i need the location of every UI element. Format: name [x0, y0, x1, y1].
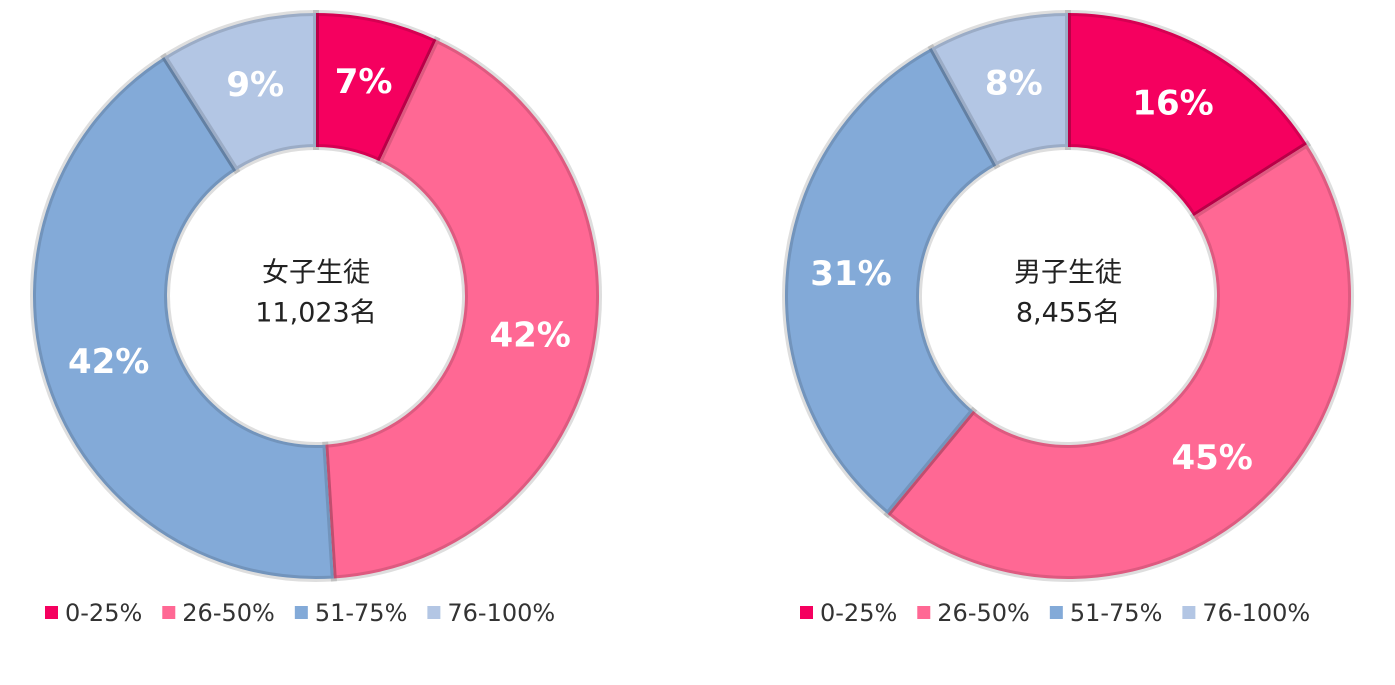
- value-label: 45%: [1171, 438, 1252, 478]
- slice: [313, 9, 441, 166]
- legend-swatch: [427, 606, 441, 619]
- slice: [1065, 9, 1312, 221]
- legend-swatch: [294, 606, 308, 619]
- legend-label: 51-75%: [1070, 599, 1163, 627]
- slice: [883, 140, 1354, 582]
- center-subtitle: 8,455名: [1016, 298, 1120, 329]
- value-label: 9%: [226, 65, 284, 105]
- legend-swatch: [162, 606, 176, 619]
- legend-label: 51-75%: [315, 599, 408, 627]
- legend-label: 0-25%: [820, 599, 897, 627]
- legend-label: 0-25%: [65, 599, 142, 627]
- value-label: 16%: [1132, 83, 1213, 123]
- slice: [30, 52, 337, 582]
- slice: [927, 9, 1071, 170]
- value-label: 31%: [810, 254, 891, 294]
- center-subtitle: 11,023名: [255, 298, 376, 329]
- value-label: 42%: [489, 315, 570, 355]
- legend-swatch: [800, 606, 813, 619]
- slice: [782, 43, 1001, 519]
- legend-label: 76-100%: [1202, 599, 1310, 627]
- value-label: 8%: [985, 63, 1043, 103]
- legend-label: 26-50%: [937, 599, 1030, 627]
- value-label: 7%: [335, 62, 393, 102]
- legend-swatch: [1182, 606, 1196, 619]
- center-title: 女子生徒: [262, 258, 370, 289]
- slice: [160, 9, 319, 175]
- legend-label: 76-100%: [447, 599, 555, 627]
- center-title: 男子生徒: [1014, 258, 1122, 289]
- legend-swatch: [1049, 606, 1063, 619]
- legend-swatch: [917, 606, 931, 619]
- value-label: 42%: [68, 342, 149, 382]
- legend-label: 26-50%: [182, 599, 275, 627]
- legend-swatch: [45, 606, 58, 619]
- slice: [322, 35, 602, 582]
